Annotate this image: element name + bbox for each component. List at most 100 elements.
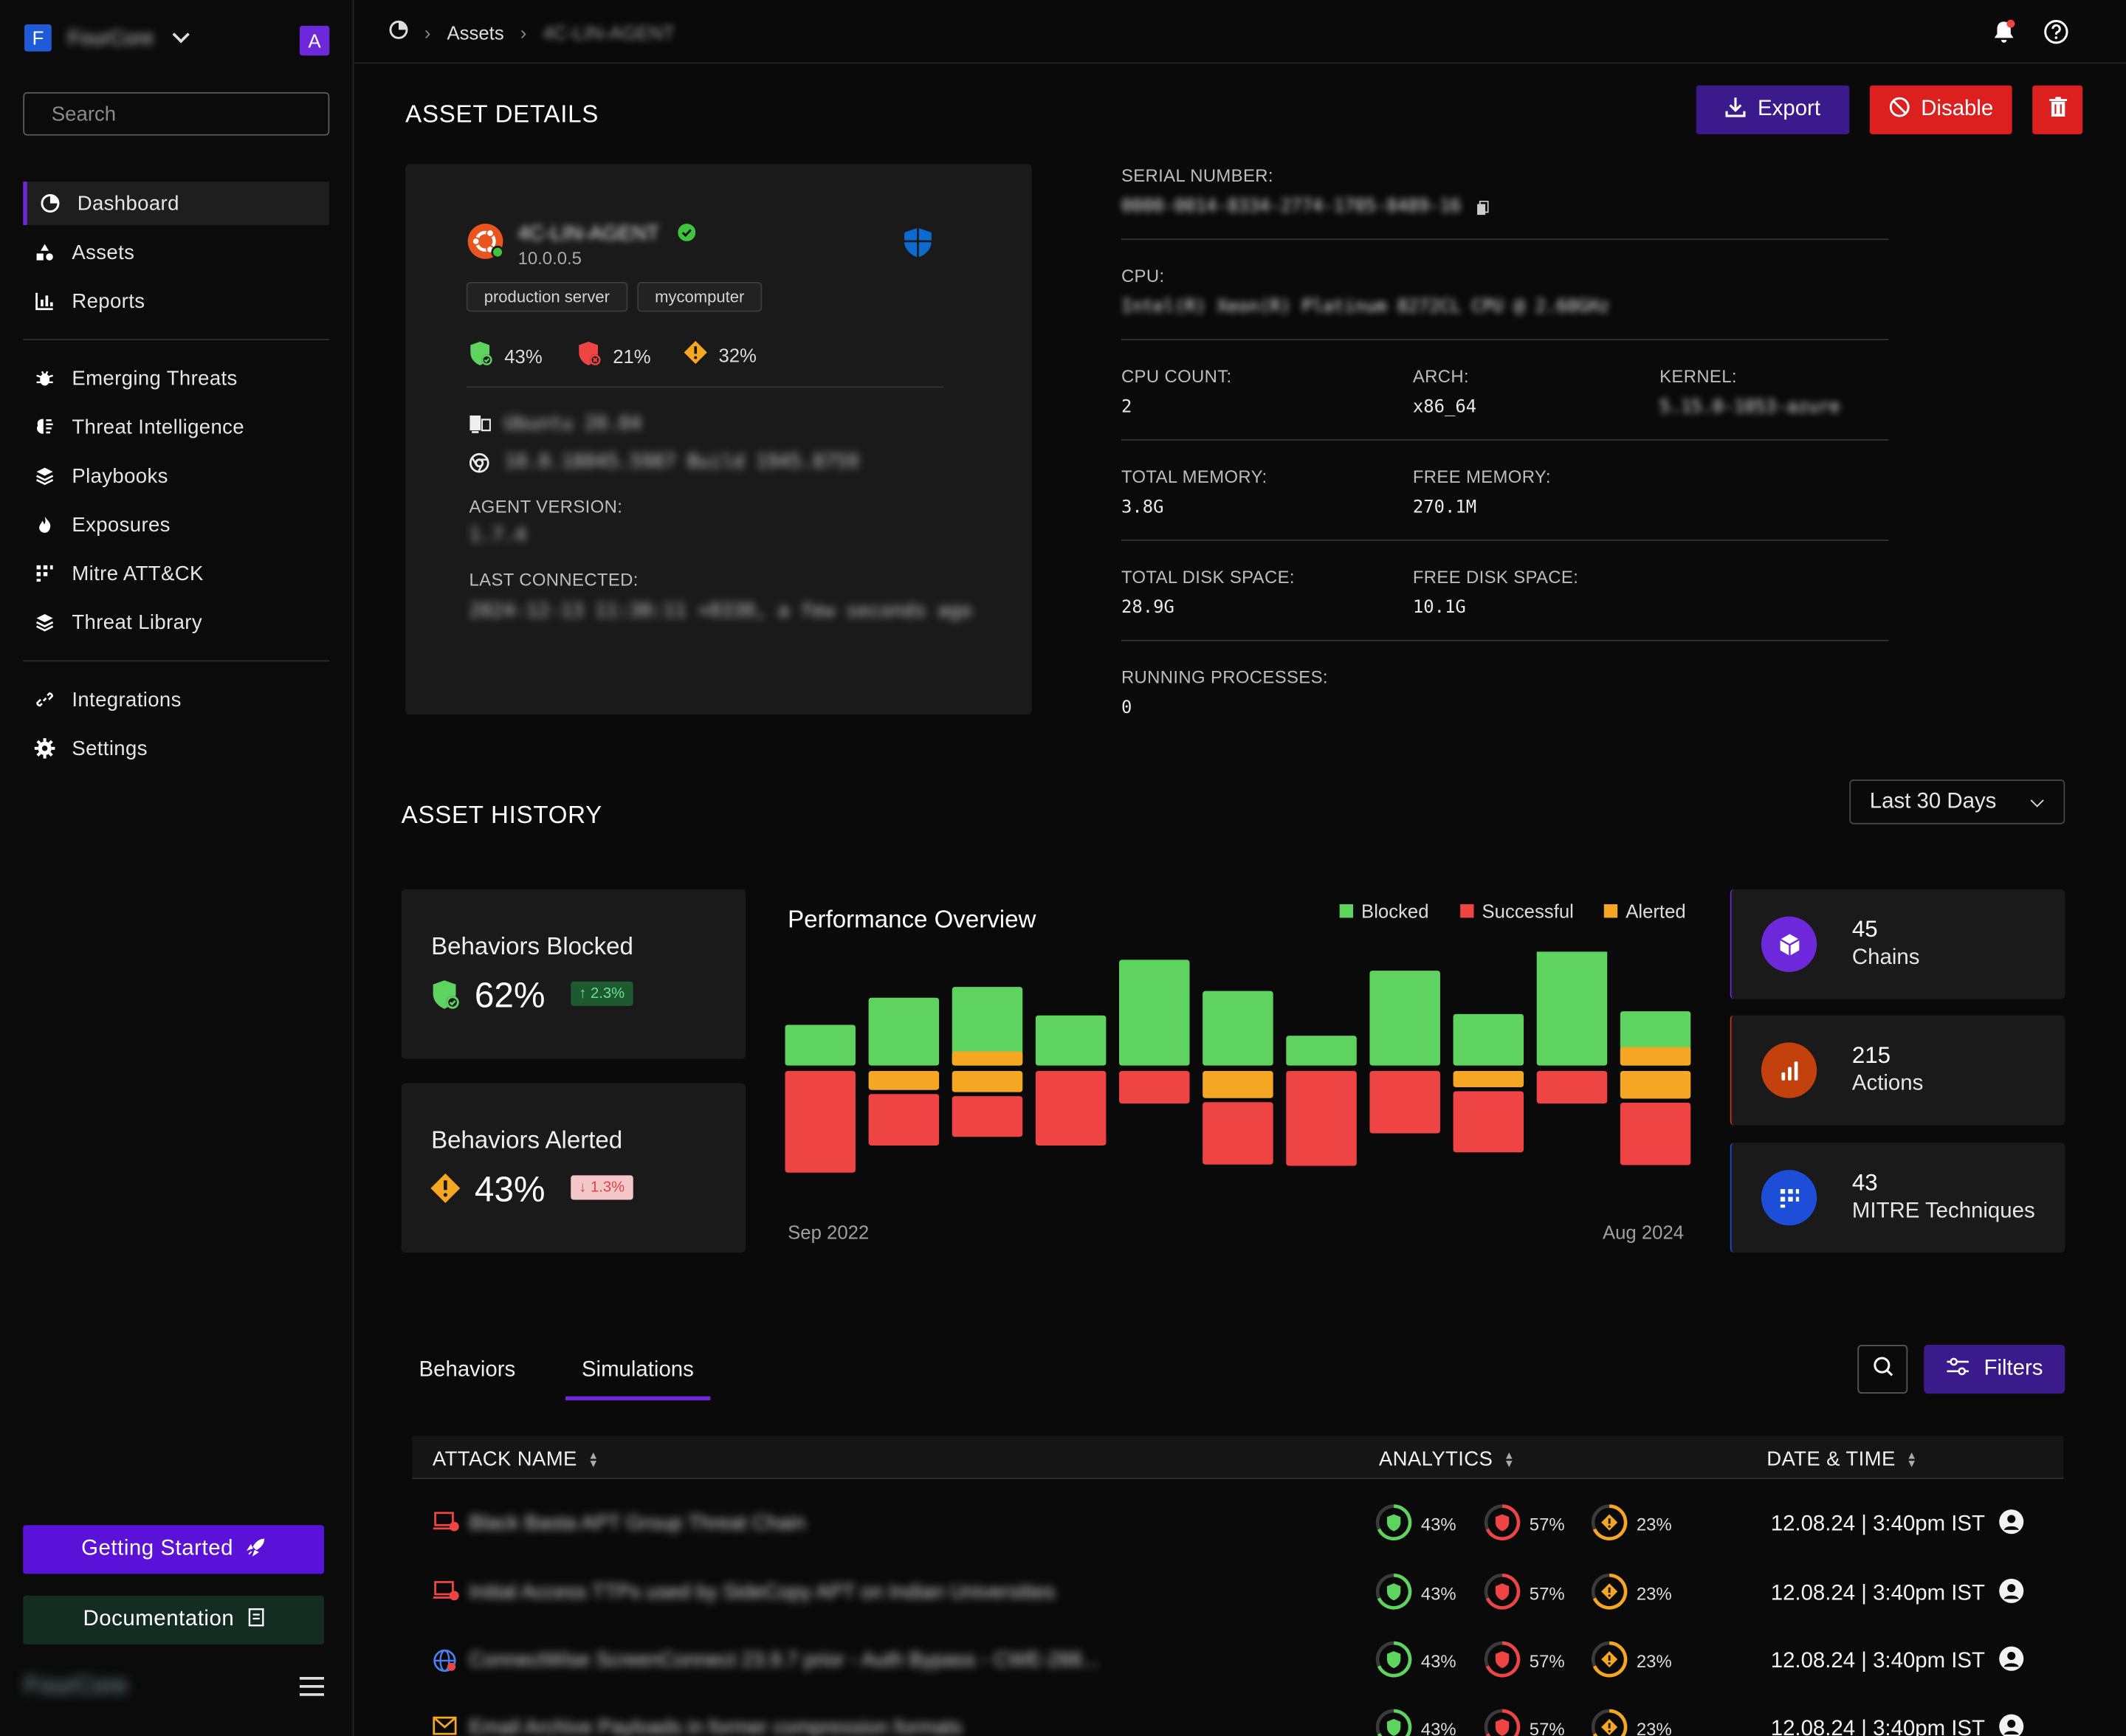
arch-label: ARCH: [1412, 365, 1469, 387]
bar-successful[interactable] [1453, 1091, 1524, 1153]
main-content: ASSET DETAILS Export Disable 4C-LIN-AGEN… [354, 63, 2126, 1736]
date-time: 12.08.24 | 3:40pm IST [1771, 1509, 2025, 1541]
table-row[interactable]: ConnectWise ScreenConnect 23.9.7 prior -… [412, 1627, 2063, 1695]
sidebar-item-reports[interactable]: Reports [23, 279, 329, 323]
breadcrumb-current: 4C-LIN-AGENT [543, 21, 675, 43]
sidebar-item-threat-intelligence[interactable]: Threat Intelligence [23, 405, 329, 449]
date-value: 12.08.24 | 3:40pm IST [1770, 1650, 1985, 1673]
bar-alerted[interactable] [1453, 1070, 1524, 1088]
bar-blocked[interactable] [1453, 1013, 1524, 1066]
org-switcher[interactable]: F FourCore [24, 24, 190, 52]
bar-successful[interactable] [1536, 1070, 1608, 1104]
metric-value: 23% [1636, 1514, 1672, 1535]
chains-stat-card[interactable]: 45 Chains [1730, 889, 2065, 999]
bar-successful[interactable] [1369, 1070, 1440, 1134]
os-icon [469, 415, 492, 441]
bar-successful[interactable] [1119, 1070, 1190, 1104]
sidebar-item-exposures[interactable]: Exposures [23, 503, 329, 546]
user-icon[interactable] [1998, 1509, 2024, 1541]
bar-successful[interactable] [952, 1096, 1023, 1137]
bug-icon [34, 368, 55, 389]
spec-divider [1121, 540, 1889, 541]
disable-button[interactable]: Disable [1869, 85, 2012, 134]
sidebar-item-integrations[interactable]: Integrations [23, 678, 329, 721]
os-build: 10.0.18045.5987 Build 1945.8759 [504, 451, 859, 474]
tab-simulations[interactable]: Simulations [565, 1358, 710, 1401]
bar-alerted[interactable] [1620, 1070, 1691, 1099]
bar-alerted[interactable] [1203, 1070, 1273, 1098]
table-row[interactable]: Black Basta APT Group Threat Chain 43% 57%… [412, 1490, 2063, 1558]
pie-chart-icon[interactable] [389, 20, 408, 44]
bell-icon[interactable] [1992, 19, 2016, 52]
layers-icon [34, 465, 55, 486]
column-label: ATTACK NAME [432, 1447, 577, 1471]
x-axis-end-label: Aug 2024 [1602, 1221, 1685, 1244]
bar-blocked[interactable] [952, 987, 1023, 1066]
bar-successful[interactable] [1035, 1070, 1107, 1146]
shield-check-icon [431, 979, 461, 1018]
filters-button[interactable]: Filters [1924, 1345, 2065, 1394]
bar-blocked[interactable] [1536, 951, 1608, 1066]
bar-alerted[interactable] [952, 1070, 1023, 1092]
search-button[interactable] [1857, 1345, 1908, 1394]
chart-title: Performance Overview [788, 905, 1036, 933]
attack-name[interactable]: ConnectWise ScreenConnect 23.9.7 prior -… [469, 1648, 1099, 1672]
mitre-stat-card[interactable]: 43 MITRE Techniques [1730, 1143, 2065, 1253]
bar-successful[interactable] [1620, 1102, 1691, 1165]
user-icon[interactable] [1998, 1646, 2024, 1678]
delete-button[interactable] [2032, 85, 2083, 134]
getting-started-button[interactable]: Getting Started [23, 1525, 324, 1574]
search-input[interactable]: Search [23, 92, 330, 136]
column-attack-name[interactable]: ATTACK NAME ▲ ▼ [433, 1448, 599, 1471]
total-disk-value: 28.9G [1121, 597, 1174, 619]
attack-name[interactable]: Black Basta APT Group Threat Chain [469, 1511, 805, 1535]
user-icon[interactable] [1998, 1578, 2024, 1611]
spec-divider [1121, 339, 1889, 341]
bar-blocked[interactable] [868, 997, 940, 1066]
bar-blocked[interactable] [1286, 1036, 1357, 1066]
copy-icon[interactable] [1476, 198, 1489, 222]
export-button[interactable]: Export [1696, 85, 1850, 134]
bar-blocked[interactable] [785, 1024, 856, 1066]
bar-blocked[interactable] [1035, 1015, 1107, 1066]
metric-value: 23% [1636, 1583, 1672, 1604]
bar-alerted[interactable] [1620, 1047, 1691, 1066]
tab-behaviors[interactable]: Behaviors [419, 1358, 516, 1382]
chevron-down-icon[interactable] [173, 26, 190, 44]
column-analytics[interactable]: ANALYTICS ▲ ▼ [1379, 1448, 1515, 1471]
bar-alerted[interactable] [868, 1070, 940, 1090]
alerted-stat: 32% [684, 340, 757, 369]
shield-x-icon [577, 340, 602, 371]
sidebar-item-assets[interactable]: Assets [23, 230, 329, 274]
sidebar-item-playbooks[interactable]: Playbooks [23, 454, 329, 497]
breadcrumb-assets[interactable]: Assets [447, 21, 504, 43]
bar-blocked[interactable] [1369, 971, 1440, 1066]
date-range-select[interactable]: Last 30 Days [1849, 779, 2065, 824]
sidebar-item-settings[interactable]: Settings [23, 726, 329, 770]
bar-blocked[interactable] [1203, 991, 1273, 1066]
attack-name[interactable]: Initial Access TTPs used by SideCopy APT… [469, 1580, 1056, 1604]
sidebar-item-emerging-threats[interactable]: Emerging Threats [23, 356, 329, 400]
sidebar-item-threat-library[interactable]: Threat Library [23, 601, 329, 644]
user-icon[interactable] [1998, 1714, 2024, 1736]
date-range-value: Last 30 Days [1869, 789, 1997, 813]
bar-successful[interactable] [785, 1070, 856, 1173]
bar-successful[interactable] [868, 1094, 940, 1146]
avatar[interactable]: A [299, 25, 330, 56]
bar-alerted[interactable] [952, 1051, 1023, 1066]
documentation-button[interactable]: Documentation [23, 1595, 324, 1644]
sidebar-item-mitre-attck[interactable]: Mitre ATT&CK [23, 552, 329, 596]
bar-blocked[interactable] [1119, 960, 1190, 1066]
actions-stat-card[interactable]: 215 Actions [1730, 1015, 2065, 1126]
sidebar-item-dashboard[interactable]: Dashboard [23, 182, 330, 225]
attack-name[interactable]: Email Archive Payloads in former compres… [469, 1716, 963, 1736]
menu-icon[interactable] [299, 1676, 324, 1696]
agent-version-label: AGENT VERSION: [469, 496, 623, 517]
bar-successful[interactable] [1203, 1102, 1273, 1165]
column-date-time[interactable]: DATE & TIME ▲ ▼ [1766, 1448, 1917, 1471]
table-row[interactable]: Email Archive Payloads in former compres… [412, 1695, 2063, 1736]
help-icon[interactable] [2043, 19, 2069, 52]
metric-value: 57% [1529, 1718, 1565, 1736]
bar-successful[interactable] [1286, 1070, 1357, 1166]
table-row[interactable]: Initial Access TTPs used by SideCopy APT… [412, 1559, 2063, 1627]
